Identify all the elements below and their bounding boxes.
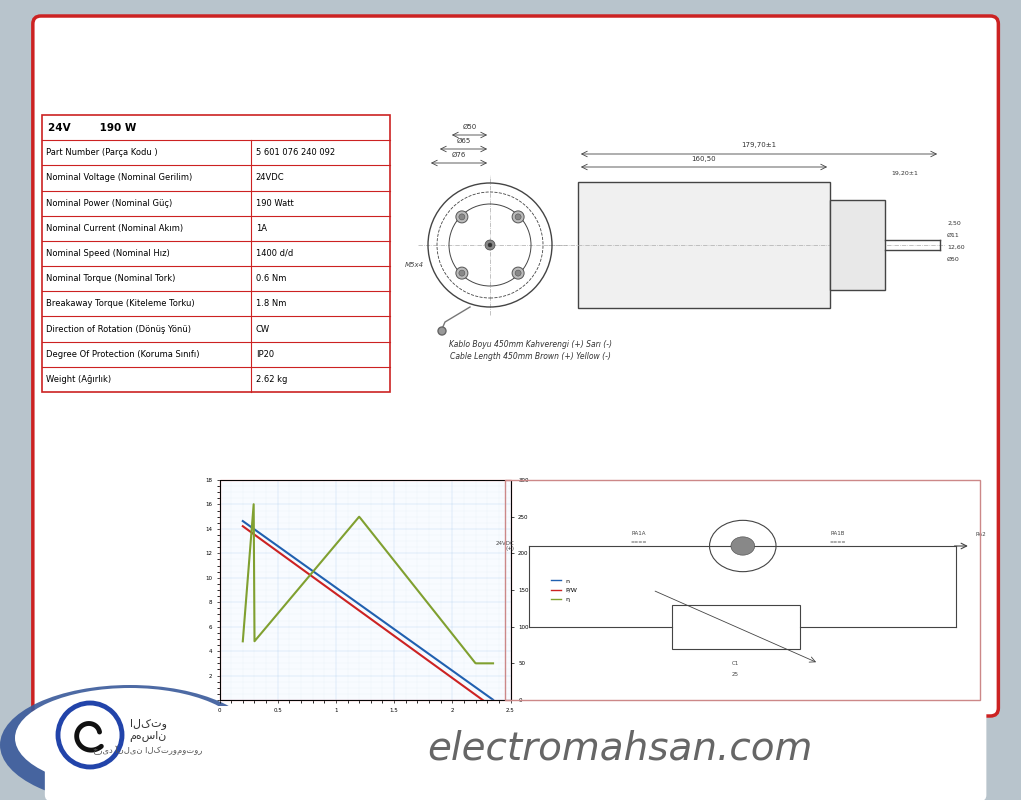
n [386, 622, 398, 632]
P/W [385, 629, 397, 638]
Circle shape [516, 270, 521, 276]
n [238, 517, 250, 526]
Text: IP20: IP20 [256, 350, 274, 358]
Text: Nominal Current (Nominal Akım): Nominal Current (Nominal Akım) [46, 224, 183, 233]
Text: Weight (Ağırlık): Weight (Ağırlık) [46, 375, 111, 384]
Text: Nominal Speed (Nominal Hız): Nominal Speed (Nominal Hız) [46, 249, 169, 258]
Text: 24V        190 W: 24V 190 W [48, 122, 137, 133]
n [447, 667, 459, 677]
Circle shape [456, 267, 468, 279]
n [390, 626, 402, 635]
Circle shape [513, 267, 524, 279]
Text: الکتو: الکتو [130, 718, 166, 730]
Bar [830, 200, 885, 290]
FancyBboxPatch shape [45, 706, 986, 800]
Text: 1400 d/d: 1400 d/d [256, 249, 293, 258]
P/W [390, 632, 402, 642]
Circle shape [458, 214, 465, 220]
Circle shape [458, 270, 465, 276]
P/W [447, 674, 459, 684]
Bar [672, 605, 799, 649]
Text: 1A: 1A [256, 224, 266, 233]
Line: n: n [243, 521, 493, 700]
Text: RA1A: RA1A [631, 531, 645, 536]
Text: Kablo Boyu 450mm Kahverengi (+) Sarı (-): Kablo Boyu 450mm Kahverengi (+) Sarı (-) [448, 340, 612, 349]
Text: Nominal Power (Nominal Güç): Nominal Power (Nominal Güç) [46, 198, 173, 208]
Text: 0.6 Nm: 0.6 Nm [256, 274, 286, 283]
Text: 179,70±1: 179,70±1 [741, 142, 777, 148]
η [386, 553, 398, 562]
Circle shape [485, 240, 495, 250]
η [465, 652, 477, 662]
Ellipse shape [15, 688, 245, 788]
η [391, 559, 403, 569]
P/W [464, 686, 476, 695]
η [448, 632, 460, 642]
Ellipse shape [0, 685, 260, 800]
Bar [505, 480, 980, 700]
n [385, 622, 397, 632]
Text: 24VDC
(+): 24VDC (+) [496, 541, 515, 551]
n [237, 516, 249, 526]
FancyBboxPatch shape [33, 16, 999, 716]
Text: Direction of Rotation (Dönüş Yönü): Direction of Rotation (Dönüş Yönü) [46, 325, 191, 334]
Text: خرید آنلین الکتروموتور: خرید آنلین الکتروموتور [93, 746, 203, 754]
P/W [487, 702, 499, 712]
Text: M5x4: M5x4 [404, 262, 424, 268]
Text: 12,60: 12,60 [947, 245, 965, 250]
Line: P/W: P/W [243, 526, 493, 707]
Text: RA2: RA2 [975, 533, 986, 538]
Circle shape [488, 243, 492, 247]
Text: 24VDC: 24VDC [256, 174, 285, 182]
Circle shape [513, 211, 524, 223]
Text: Nominal Torque (Nominal Tork): Nominal Torque (Nominal Tork) [46, 274, 176, 283]
Line: η: η [243, 504, 493, 663]
Circle shape [516, 214, 521, 220]
Text: 2,50: 2,50 [947, 221, 961, 226]
Text: Ø50: Ø50 [463, 124, 477, 130]
η [487, 658, 499, 668]
Text: Ø50: Ø50 [947, 257, 960, 262]
Text: Nominal Voltage (Nominal Gerilim): Nominal Voltage (Nominal Gerilim) [46, 174, 192, 182]
Text: ====: ==== [829, 540, 846, 545]
η [387, 554, 399, 563]
Text: 1.8 Nm: 1.8 Nm [256, 299, 286, 308]
Circle shape [456, 211, 468, 223]
n [487, 695, 499, 705]
Text: Breakaway Torque (Kiteleme Torku): Breakaway Torque (Kiteleme Torku) [46, 299, 195, 308]
Legend: n, P/W, η: n, P/W, η [549, 576, 580, 604]
P/W [238, 522, 250, 532]
Text: 5 601 076 240 092: 5 601 076 240 092 [256, 148, 335, 158]
Text: مهسان: مهسان [130, 731, 166, 742]
Text: Degree Of Protection (Koruma Sınıfı): Degree Of Protection (Koruma Sınıfı) [46, 350, 199, 358]
Text: Part Number (Parça Kodu ): Part Number (Parça Kodu ) [46, 148, 157, 158]
Text: 2.62 kg: 2.62 kg [256, 375, 287, 384]
Bar [578, 182, 830, 308]
Text: 190 Watt: 190 Watt [256, 198, 294, 208]
Circle shape [731, 537, 755, 555]
η [247, 499, 259, 509]
Text: Ø65: Ø65 [456, 138, 471, 144]
Text: Cable Length 450mm Brown (+) Yellow (-): Cable Length 450mm Brown (+) Yellow (-) [449, 352, 611, 361]
Text: 25: 25 [732, 672, 739, 677]
Text: electromahsan.com: electromahsan.com [428, 729, 813, 767]
P/W [386, 630, 398, 639]
Text: RA1B: RA1B [830, 531, 845, 536]
n [464, 678, 476, 688]
η [471, 658, 483, 668]
Text: 19,20±1: 19,20±1 [891, 171, 919, 176]
η [238, 626, 250, 635]
Text: CW: CW [256, 325, 270, 334]
Text: ====: ==== [630, 540, 646, 545]
Text: Ø11: Ø11 [947, 233, 960, 238]
Circle shape [438, 327, 446, 335]
Bar [42, 115, 390, 392]
Text: 160,50: 160,50 [691, 156, 717, 162]
Text: Ø76: Ø76 [452, 152, 467, 158]
P/W [237, 522, 249, 531]
η [237, 637, 249, 646]
Text: C1: C1 [732, 661, 739, 666]
